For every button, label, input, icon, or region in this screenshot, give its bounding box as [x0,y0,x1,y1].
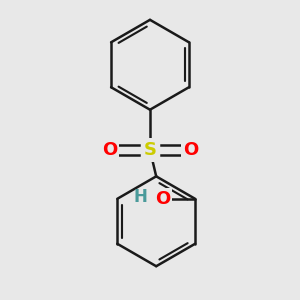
Text: O: O [183,141,198,159]
Text: O: O [155,190,170,208]
Text: S: S [143,141,157,159]
Text: H: H [133,188,147,206]
Text: O: O [102,141,117,159]
